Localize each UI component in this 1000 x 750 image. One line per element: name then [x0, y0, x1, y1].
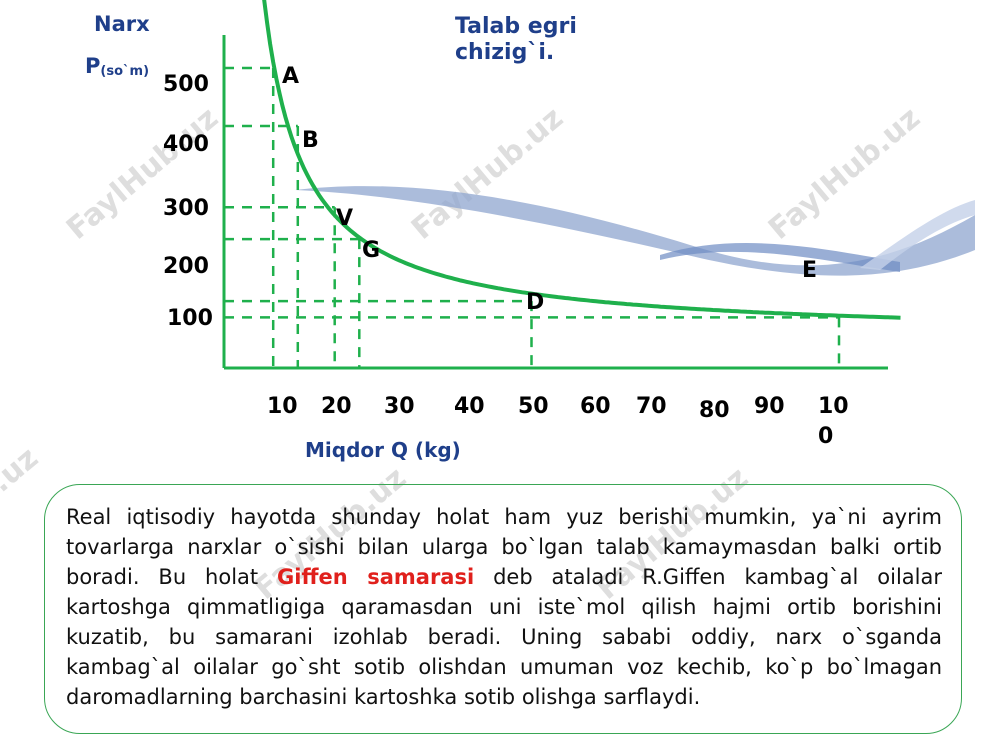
- giffen-highlight: Giffen samarasi: [277, 565, 475, 589]
- point-label-v: V: [336, 206, 354, 231]
- y-axis-title: Narx: [94, 12, 150, 36]
- point-label-e: E: [802, 258, 818, 283]
- point-label-g: G: [362, 238, 381, 263]
- y-tick-label: 300: [163, 196, 209, 221]
- point-label-a: A: [282, 64, 300, 89]
- paragraph-text-2: deb ataladi R.Giffen kambag`al oilalar k…: [66, 565, 942, 709]
- y-tick-label: 100: [167, 306, 213, 331]
- explanation-box: [44, 484, 962, 734]
- point-label-b: B: [302, 128, 319, 153]
- x-tick-label: 20: [321, 394, 352, 419]
- y-tick-label: 400: [163, 132, 209, 157]
- x-tick-label: 60: [580, 394, 611, 419]
- chart-title: Talab egri chizig`i.: [455, 14, 577, 66]
- chart-title-line-1: Talab egri: [455, 14, 577, 39]
- explanation-paragraph: Real iqtisodiy hayotda shunday holat ham…: [66, 502, 942, 712]
- demand-chart: [222, 0, 975, 370]
- decorative-ribbon: [295, 186, 975, 276]
- chart-title-line-2: chizig`i.: [455, 40, 555, 65]
- y-axis-symbol: P(so`m): [85, 54, 149, 79]
- demand-curve: [262, 0, 901, 320]
- x-tick-label: 40: [454, 394, 485, 419]
- paragraph-text-1: Real iqtisodiy hayotda shunday holat ham…: [66, 505, 942, 589]
- x-tick-label: 70: [636, 394, 667, 419]
- y-axis-symbol-letter: P: [85, 54, 101, 78]
- x-tick-label: 10: [267, 394, 298, 419]
- x-tick-label: 50: [518, 394, 549, 419]
- x-tick-label: 80: [699, 398, 730, 423]
- x-axis-title: Miqdor Q (kg): [305, 438, 461, 462]
- point-label-d: D: [526, 290, 545, 315]
- x-tick-label: 10 0: [818, 394, 849, 449]
- y-tick-label: 200: [163, 254, 209, 279]
- y-tick-label: 500: [163, 72, 209, 97]
- x-tick-label: 90: [754, 394, 785, 419]
- x-tick-label: 30: [384, 394, 415, 419]
- y-axis-unit: (so`m): [100, 64, 150, 79]
